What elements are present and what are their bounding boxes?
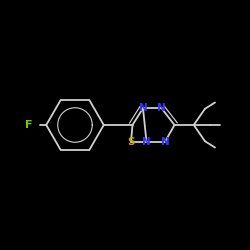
Text: N: N [160,137,170,147]
Text: N: N [142,137,151,147]
Text: F: F [25,120,32,130]
Text: N: N [157,103,166,113]
Text: S: S [127,137,135,147]
Text: N: N [138,103,147,113]
